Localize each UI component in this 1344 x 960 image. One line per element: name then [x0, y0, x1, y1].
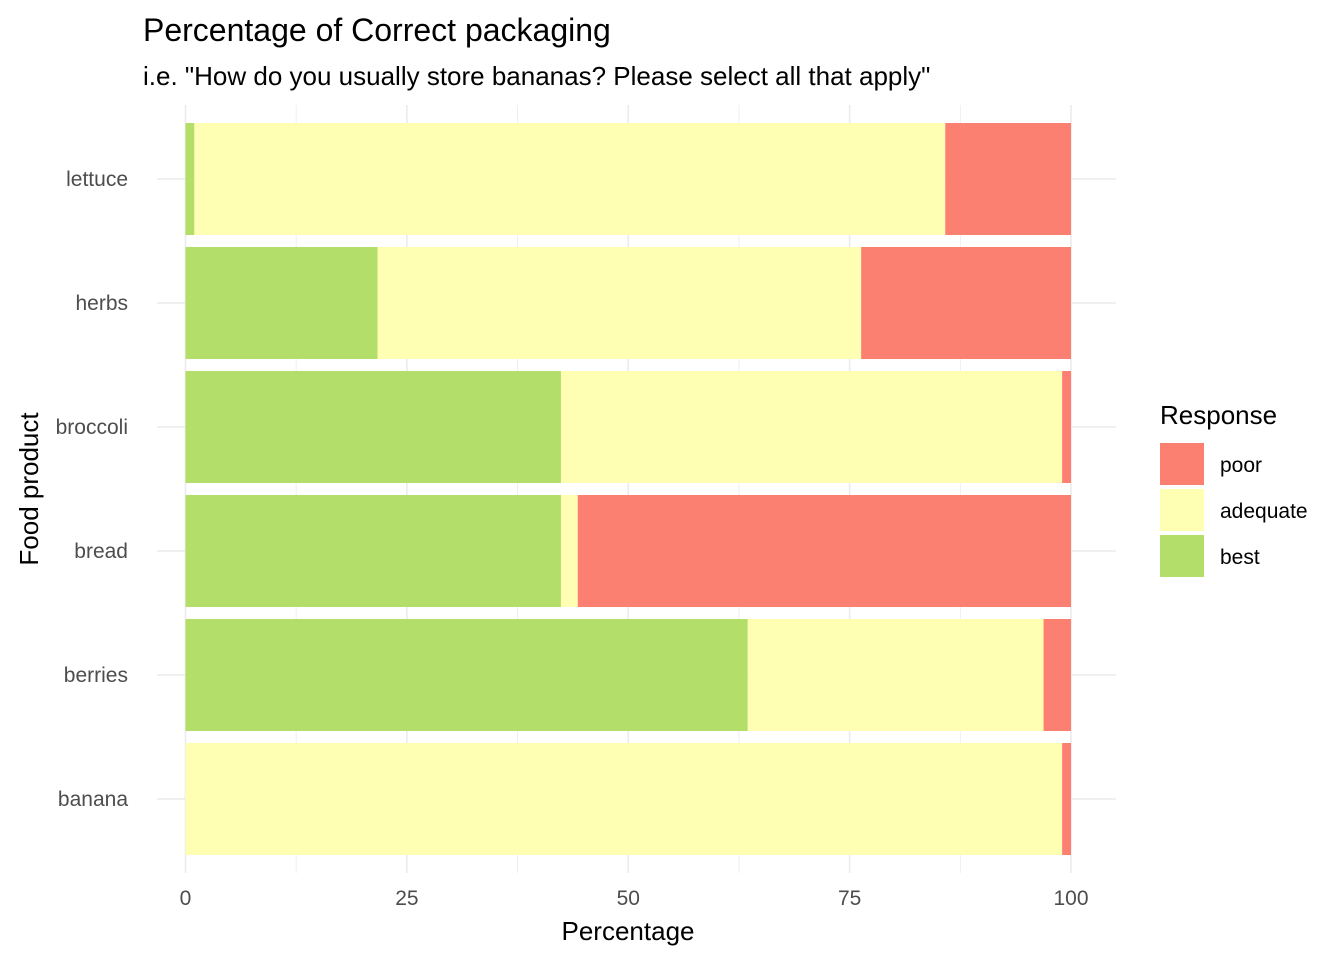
legend: Response poor adequate best: [1160, 400, 1308, 577]
bar-bread-poor: [577, 495, 1071, 607]
bar-broccoli-poor: [1062, 371, 1071, 483]
y-tick-label: bread: [74, 540, 128, 563]
x-tick-labels: 0 25 50 75 100: [180, 887, 1089, 910]
bar-bread-adequate: [560, 495, 578, 607]
y-axis-title: Food product: [14, 412, 44, 566]
bar-bread-best: [185, 495, 561, 607]
bar-herbs-poor: [861, 247, 1071, 359]
bar-herbs-adequate: [377, 247, 862, 359]
bar-herbs-best: [185, 247, 378, 359]
x-tick-label: 0: [180, 887, 192, 910]
bar-banana-adequate: [185, 743, 1063, 855]
y-tick-labels: lettuce herbs broccoli bread berries banana: [56, 168, 129, 811]
bars: [185, 123, 1071, 855]
legend-label-adequate: adequate: [1220, 500, 1308, 523]
chart-title: Percentage of Correct packaging: [143, 12, 611, 48]
bar-banana-poor: [1062, 743, 1071, 855]
y-tick-label: herbs: [75, 292, 128, 315]
legend-items: poor adequate best: [1160, 443, 1308, 577]
bar-lettuce-adequate: [194, 123, 946, 235]
chart-subtitle: i.e. "How do you usually store bananas? …: [143, 61, 930, 91]
legend-swatch-poor: [1160, 443, 1204, 485]
legend-title: Response: [1160, 400, 1277, 430]
bar-broccoli-best: [185, 371, 561, 483]
x-tick-label: 25: [395, 887, 418, 910]
legend-label-best: best: [1220, 546, 1260, 569]
y-tick-label: broccoli: [56, 416, 128, 439]
legend-swatch-best: [1160, 535, 1204, 577]
bar-lettuce-best: [185, 123, 195, 235]
y-tick-label: berries: [64, 664, 128, 687]
x-tick-label: 100: [1053, 887, 1088, 910]
bar-berries-adequate: [747, 619, 1044, 731]
bar-berries-poor: [1043, 619, 1071, 731]
legend-swatch-adequate: [1160, 489, 1204, 531]
bar-broccoli-adequate: [560, 371, 1063, 483]
x-axis-title: Percentage: [562, 916, 695, 946]
legend-label-poor: poor: [1220, 454, 1262, 477]
y-tick-label: lettuce: [66, 168, 128, 191]
x-tick-label: 75: [838, 887, 861, 910]
y-tick-label: banana: [58, 788, 128, 811]
bar-lettuce-poor: [945, 123, 1071, 235]
bar-berries-best: [185, 619, 748, 731]
x-tick-label: 50: [617, 887, 640, 910]
